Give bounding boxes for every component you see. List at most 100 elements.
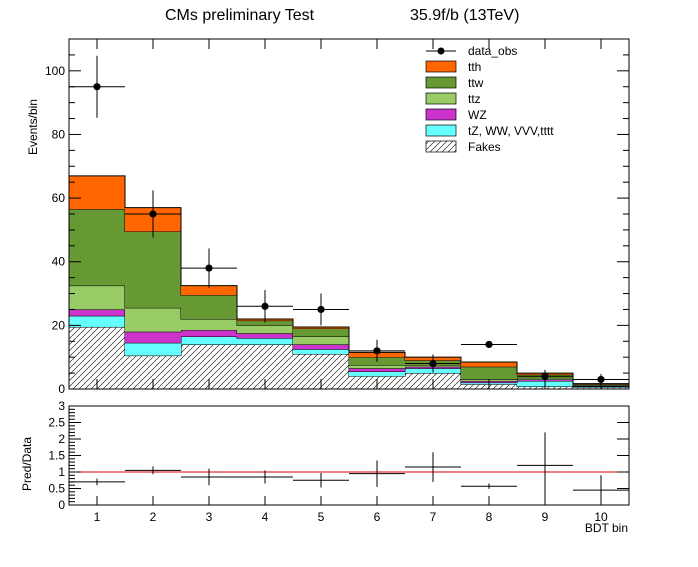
- y-tick-label: 60: [52, 191, 66, 205]
- ratio-y-tick-label: 2.5: [48, 416, 65, 430]
- legend-swatch-fakes: [425, 140, 457, 153]
- y-tick-label: 80: [52, 127, 66, 141]
- data-marker-bin-2: [149, 210, 157, 218]
- y-axis-label-main: Events/bin: [26, 99, 40, 155]
- x-tick-label: 5: [318, 510, 325, 524]
- x-tick-label: 2: [150, 510, 157, 524]
- legend-label-tz: tZ, WW, VVV,tttt: [468, 124, 554, 138]
- x-tick-label: 9: [542, 510, 549, 524]
- legend-swatch-wz: [425, 108, 457, 121]
- ratio-point-bin-2: [125, 466, 181, 475]
- ratio-point-bin-6: [349, 460, 405, 487]
- bar-ttw-bin-3: [181, 295, 237, 319]
- bar-ttz-bin-6: [349, 365, 405, 369]
- ratio-point-bin-5: [293, 472, 349, 488]
- ratio-y-tick-label: 3: [58, 399, 65, 413]
- data-marker-bin-6: [373, 347, 381, 355]
- x-tick-label: 3: [206, 510, 213, 524]
- bar-ttz-bin-3: [181, 319, 237, 331]
- main-panel: 0 20 40 60 80 100 Events/bin: [26, 38, 630, 396]
- x-tick-label: 6: [374, 510, 381, 524]
- y-tick-label: 100: [45, 64, 65, 78]
- legend-entry-wz: WZ: [425, 108, 487, 122]
- bar-WZ-bin-4: [237, 333, 293, 339]
- legend-entry-ttz: ttz: [425, 92, 481, 106]
- ratio-point-bin-1: [69, 478, 125, 486]
- legend-entry-fakes: Fakes: [425, 140, 501, 154]
- data-marker-bin-8: [485, 340, 493, 349]
- stack-outline-fakes: [69, 326, 629, 388]
- bar-ttz-bin-2: [125, 307, 181, 332]
- ratio-plot-frame: [68, 405, 630, 506]
- legend-label-ttz: ttz: [468, 92, 481, 106]
- data-marker-bin-5: [317, 305, 325, 314]
- y-tick-label: 40: [52, 255, 66, 269]
- ratio-axes: 0 0.5 1 1.5 2 2.5 3 1 2 3 4 5 6 7 8 9 10: [48, 399, 629, 524]
- data-marker-bin-4: [261, 302, 269, 310]
- bar-fakes-bin-1: [69, 326, 125, 389]
- data-points-layer: [69, 55, 629, 385]
- bar-WZ-bin-6: [349, 368, 405, 372]
- bar-WZ-bin-2: [125, 331, 181, 343]
- bar-ttw-bin-8: [461, 366, 517, 380]
- x-axis-label: BDT bin: [585, 521, 628, 535]
- legend-swatch-ttz: [425, 92, 457, 105]
- ratio-point-bin-4: [237, 470, 293, 484]
- ratio-y-tick-label: 1: [58, 465, 65, 479]
- bar-tth-bin-5: [293, 326, 349, 329]
- legend-label-wz: WZ: [468, 108, 487, 122]
- data-point-bin-3: [181, 248, 237, 288]
- data-marker-bin-1: [93, 83, 101, 91]
- bar-WZ-bin-1: [69, 309, 125, 316]
- bar-tth-bin-8: [461, 361, 517, 367]
- legend-swatch-tth: [425, 60, 457, 73]
- ratio-point-bin-3: [181, 468, 237, 486]
- legend-label-data-obs: data_obs: [468, 44, 517, 58]
- bar-tZ-bin-1: [69, 315, 125, 327]
- data-point-bin-4: [237, 290, 293, 323]
- data-marker-bin-7: [429, 359, 437, 368]
- x-tick-label: 4: [262, 510, 269, 524]
- stack-outline-tth: [69, 175, 629, 385]
- bar-tZ-bin-2: [125, 342, 181, 356]
- y-tick-label: 0: [58, 382, 65, 396]
- bar-ttw-bin-5: [293, 328, 349, 337]
- ratio-y-tick-label: 0: [58, 498, 65, 512]
- legend: data_obs tth ttw ttz WZ tZ, WW, VVV,tttt: [425, 44, 554, 154]
- main-axes: 0 20 40 60 80 100: [45, 38, 629, 396]
- x-tick-label: 8: [486, 510, 493, 524]
- data-marker-bin-9: [541, 372, 549, 380]
- data-point-bin-6: [349, 339, 405, 362]
- ratio-point-bin-8: [461, 483, 517, 489]
- legend-entry-tz: tZ, WW, VVV,tttt: [425, 124, 554, 138]
- legend-marker-dot: [437, 47, 445, 55]
- ratio-point-bin-7: [405, 452, 461, 482]
- ratio-panel: 0 0.5 1 1.5 2 2.5 3 1 2 3 4 5 6 7 8 9 10 Pred/Data BDT b…: [20, 399, 630, 535]
- bar-ttz-bin-1: [69, 285, 125, 310]
- legend-swatch-tz: [425, 124, 457, 137]
- legend-swatch-ttw: [425, 76, 457, 89]
- bar-tth-bin-1: [69, 175, 125, 210]
- bar-ttz-bin-4: [237, 325, 293, 334]
- data-point-bin-1: [69, 55, 125, 118]
- legend-entry-tth: tth: [425, 60, 481, 74]
- legend-entry-data-obs: data_obs: [426, 44, 517, 58]
- legend-label-fakes: Fakes: [468, 140, 501, 154]
- ratio-point-bin-9: [517, 432, 573, 499]
- bar-ttw-bin-1: [69, 209, 125, 286]
- bar-WZ-bin-3: [181, 330, 237, 337]
- data-point-bin-8: [461, 340, 517, 349]
- data-point-bin-2: [125, 190, 181, 238]
- bar-tZ-bin-6: [349, 371, 405, 377]
- ratio-points-layer: [69, 432, 629, 505]
- bar-ttz-bin-5: [293, 336, 349, 345]
- bar-tZ-bin-5: [293, 349, 349, 354]
- data-marker-bin-3: [205, 264, 213, 272]
- y-tick-label: 20: [52, 318, 66, 332]
- bar-ttw-bin-2: [125, 231, 181, 308]
- luminosity-label: 35.9f/b (13TeV): [410, 7, 519, 24]
- legend-label-ttw: ttw: [468, 76, 484, 90]
- legend-label-tth: tth: [468, 60, 481, 74]
